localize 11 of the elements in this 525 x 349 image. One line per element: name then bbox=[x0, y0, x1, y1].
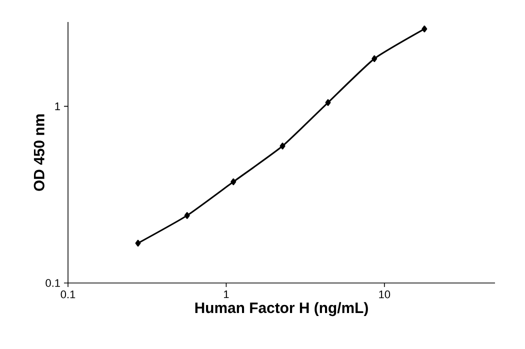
point bbox=[230, 178, 236, 186]
x-tick-label: 10 bbox=[379, 290, 390, 298]
x-tick-label: 1 bbox=[224, 290, 229, 298]
point bbox=[135, 240, 141, 247]
point bbox=[422, 26, 428, 32]
point bbox=[184, 212, 190, 219]
y-axis-title: OD 450 nm bbox=[34, 114, 44, 191]
point bbox=[280, 142, 286, 150]
x-axis-title: Human Factor H (ng/mL) bbox=[195, 302, 368, 316]
point bbox=[325, 99, 331, 106]
x-tick-label: 0.1 bbox=[60, 290, 76, 298]
